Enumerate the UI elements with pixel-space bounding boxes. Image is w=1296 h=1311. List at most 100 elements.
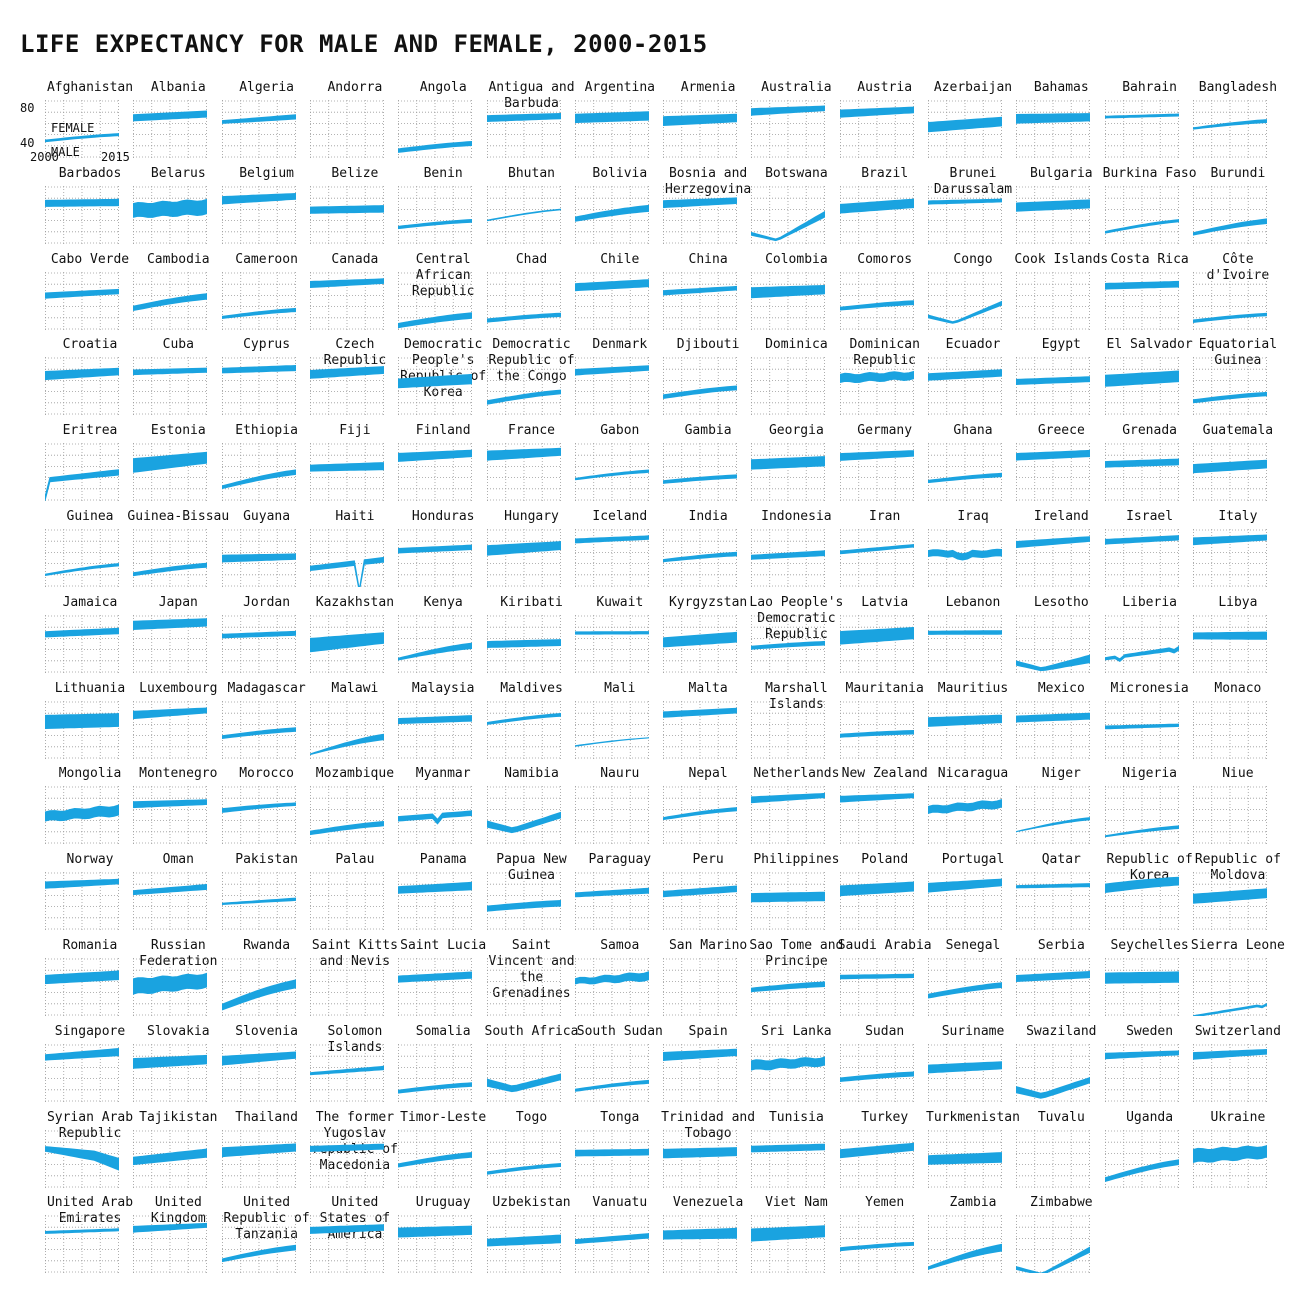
country-name: Suriname — [941, 1023, 1005, 1039]
country-name: Kenya — [423, 594, 463, 610]
country-name: United Republic of Tanzania — [223, 1195, 310, 1243]
country-name: Afghanistan — [46, 80, 134, 95]
female-male-band — [1104, 280, 1179, 290]
country-name: Timor-Leste — [400, 1109, 487, 1125]
country-name: Jamaica — [62, 594, 118, 610]
country-name: Peru — [692, 852, 724, 868]
country-name: Greece — [1037, 423, 1085, 439]
country-sparkline — [309, 1129, 384, 1188]
country-name: Malaysia — [411, 680, 475, 696]
country-sparkline — [221, 614, 296, 673]
country-sparkline — [751, 872, 826, 931]
country-name: Turkmenistan — [926, 1109, 1020, 1125]
country-name: Ecuador — [945, 337, 1001, 353]
country-sparkline — [221, 1129, 296, 1188]
country-sparkline — [133, 271, 208, 330]
country-name: Australia — [761, 80, 832, 95]
female-male-band — [1016, 817, 1091, 833]
country-sparkline — [133, 529, 208, 587]
female-male-band — [45, 804, 119, 823]
country-name: Mozambique — [315, 766, 395, 782]
country-name: United Arab Emirates — [46, 1195, 134, 1227]
country-name: Niue — [1222, 766, 1254, 782]
country-name: Haiti — [335, 509, 375, 524]
female-male-band — [133, 617, 208, 630]
country-name: Central African Republic — [411, 251, 475, 299]
female-male-band — [751, 284, 826, 298]
country-sparkline — [398, 529, 473, 587]
female-male-band — [221, 192, 296, 205]
female-male-band — [398, 218, 473, 229]
country-sparkline — [839, 1129, 914, 1188]
female-male-band — [839, 626, 914, 645]
female-male-band — [928, 198, 1002, 205]
country-sparkline — [839, 614, 914, 673]
country-sparkline — [928, 1043, 1002, 1102]
country-sparkline: FEMALE MALE — [45, 100, 119, 158]
female-male-band — [928, 1151, 1002, 1165]
country-name: Romania — [62, 938, 118, 953]
female-male-band — [221, 897, 296, 906]
country-sparkline — [398, 357, 473, 416]
female-male-band — [1192, 392, 1267, 404]
female-male-band — [839, 299, 914, 311]
country-name: Micronesia — [1110, 680, 1189, 696]
country-sparkline — [309, 529, 384, 587]
country-name: Namibia — [504, 766, 559, 782]
country-sparkline — [45, 1215, 119, 1274]
country-sparkline — [486, 529, 561, 587]
country-name: Algeria — [239, 80, 294, 95]
country-sparkline — [751, 357, 826, 416]
female-male-band — [309, 462, 384, 472]
female-male-band — [1016, 199, 1091, 212]
country-sparkline — [1104, 100, 1179, 158]
country-sparkline — [221, 1215, 296, 1274]
country-sparkline — [1016, 100, 1091, 158]
female-male-band — [309, 204, 384, 214]
country-name: Pakistan — [235, 852, 298, 868]
country-name: Palau — [335, 852, 375, 868]
female-male-band — [1104, 1158, 1179, 1182]
country-name: Slovenia — [235, 1023, 298, 1039]
country-sparkline — [574, 958, 649, 1016]
female-male-band — [574, 111, 649, 124]
country-name: Russian Federation — [139, 938, 218, 969]
country-sparkline — [486, 357, 561, 416]
female-male-band — [398, 1225, 473, 1238]
female-male-band — [45, 563, 119, 577]
female-male-band — [663, 551, 738, 563]
country-sparkline — [1104, 185, 1179, 244]
country-name: Kazakhstan — [315, 594, 395, 610]
country-sparkline — [574, 1043, 649, 1102]
female-male-band — [839, 1142, 914, 1158]
country-sparkline — [398, 786, 473, 845]
female-male-band — [45, 198, 119, 207]
country-name: Liberia — [1122, 594, 1177, 610]
female-male-band — [1016, 113, 1091, 124]
female-male-band — [751, 1225, 826, 1242]
country-name: Guinea — [66, 509, 114, 524]
country-name: Tonga — [600, 1109, 640, 1125]
country-sparkline — [928, 185, 1002, 244]
country-name: Cuba — [162, 337, 194, 353]
country-sparkline — [839, 529, 914, 587]
female-male-band — [751, 640, 826, 650]
country-sparkline — [663, 1129, 738, 1188]
female-male-band — [221, 469, 296, 490]
country-sparkline — [574, 786, 649, 845]
country-sparkline — [398, 1043, 473, 1102]
country-sparkline — [839, 958, 914, 1016]
country-name: Lesotho — [1033, 594, 1089, 610]
female-male-band — [133, 1054, 208, 1069]
country-name: Malta — [688, 680, 728, 696]
female-male-band — [45, 133, 119, 143]
country-sparkline — [1104, 786, 1179, 845]
country-sparkline — [663, 443, 738, 502]
country-name: Kuwait — [596, 594, 644, 610]
country-name: Nigeria — [1122, 766, 1177, 782]
country-sparkline — [663, 529, 738, 587]
country-sparkline — [751, 185, 826, 244]
female-male-band — [928, 472, 1002, 484]
female-male-band — [574, 204, 649, 222]
